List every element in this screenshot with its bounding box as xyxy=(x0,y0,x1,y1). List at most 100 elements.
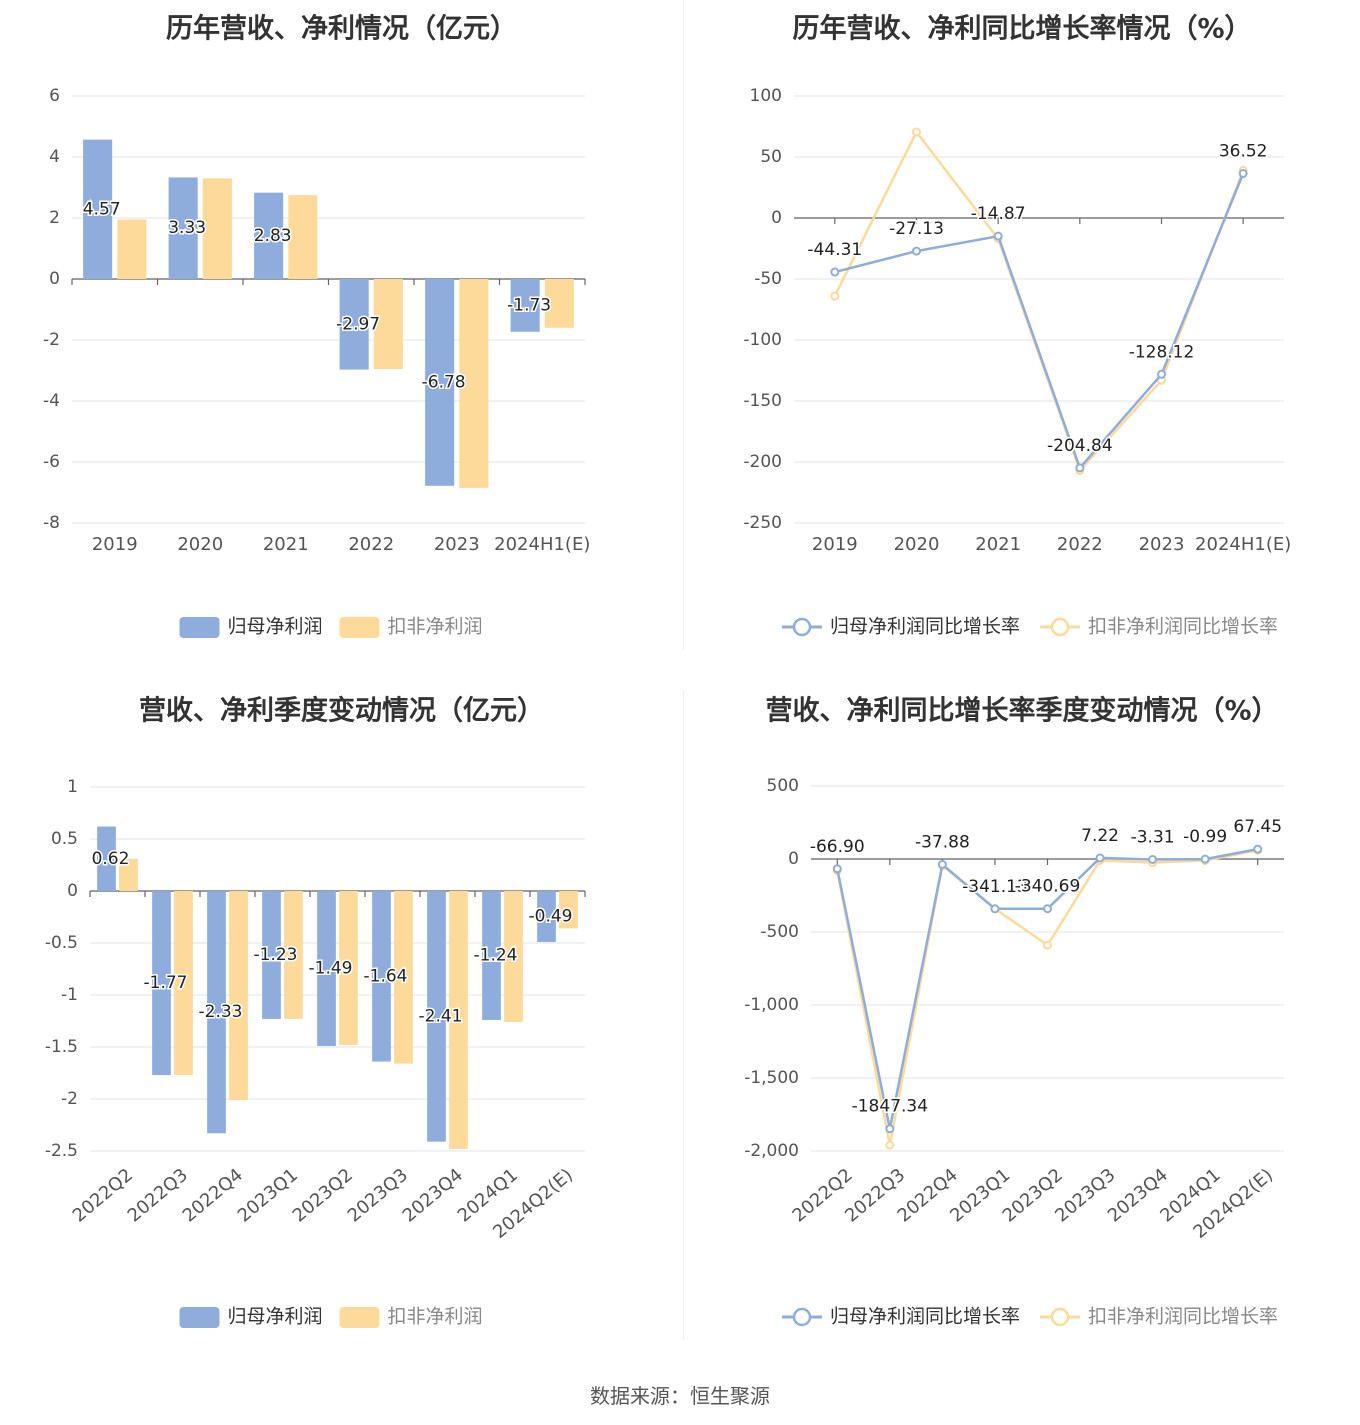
legend-marker xyxy=(1050,617,1070,637)
x-category-label: 2023Q4 xyxy=(399,1165,467,1227)
bar-parent-net-profit xyxy=(537,891,556,942)
bar-deducted-net-profit xyxy=(394,891,413,1064)
point-parent-growth xyxy=(993,231,1003,241)
bar-data-label: -6.78 xyxy=(422,372,466,392)
y-tick-label: -2 xyxy=(61,1089,78,1109)
line-data-label: -14.87 xyxy=(971,204,1026,224)
x-category-label: 2020 xyxy=(177,534,223,555)
bar-parent-net-profit xyxy=(372,891,391,1062)
legend-label: 归母净利润同比增长率 xyxy=(830,1306,1020,1328)
bar-deducted-net-profit xyxy=(459,279,489,488)
point-parent-growth xyxy=(990,904,1000,914)
data-source-value: 恒生聚源 xyxy=(690,1384,770,1408)
point-parent-growth xyxy=(1043,904,1052,914)
y-tick-label: -200 xyxy=(743,452,782,472)
bar-data-label: -2.41 xyxy=(419,1006,463,1026)
bar-data-label: -2.33 xyxy=(199,1002,243,1022)
y-tick-label: 50 xyxy=(760,147,782,167)
legend-label: 归母净利润同比增长率 xyxy=(830,616,1020,638)
bar-deducted-net-profit xyxy=(373,279,403,369)
line-data-label: -1847.34 xyxy=(852,1097,928,1117)
bar-deducted-net-profit xyxy=(544,279,574,328)
data-source-label: 数据来源： xyxy=(590,1384,690,1408)
bar-deducted-net-profit xyxy=(119,858,138,891)
bar-parent-net-profit xyxy=(168,177,198,279)
legend-label: 扣非净利润 xyxy=(388,616,483,638)
point-parent-growth xyxy=(1095,853,1105,863)
line-data-label: -204.84 xyxy=(1047,436,1113,456)
y-tick-label: -1,500 xyxy=(744,1068,799,1088)
point-parent-growth xyxy=(832,864,842,874)
x-category-label: 2023Q1 xyxy=(234,1165,302,1227)
y-tick-label: -2 xyxy=(43,330,60,350)
chart-title: 历年营收、净利同比增长率情况（%） xyxy=(792,13,1251,45)
vertical-divider-bottom xyxy=(683,690,684,1340)
x-category-label: 2023 xyxy=(434,534,480,555)
bar-data-label: 2.83 xyxy=(254,226,292,246)
legend-swatch xyxy=(179,1307,220,1328)
point-parent-growth xyxy=(937,860,947,870)
y-tick-label: 0 xyxy=(67,881,78,901)
y-tick-label: -50 xyxy=(754,269,782,289)
bar-data-label: 4.57 xyxy=(83,199,121,219)
x-category-label: 2021 xyxy=(263,534,309,555)
line-data-label: 7.22 xyxy=(1081,826,1119,846)
line-data-label: -341.13 xyxy=(962,877,1028,897)
y-tick-label: 1 xyxy=(67,777,78,797)
line-data-label: 36.52 xyxy=(1219,141,1268,161)
chart-quarterly-growth: 营收、净利同比增长率季度变动情况（%） 500 0 -500 -1,000 -1,500 -… xyxy=(684,680,1360,1360)
x-category-label: 2022Q4 xyxy=(179,1165,247,1227)
y-tick-label: 0 xyxy=(788,849,799,869)
line-parent-growth xyxy=(834,172,1245,471)
bar-data-label: -1.77 xyxy=(144,973,188,993)
y-tick-label: 0 xyxy=(49,269,60,289)
bar-parent-net-profit xyxy=(83,139,113,279)
y-tick-label: -1.5 xyxy=(45,1037,78,1057)
line-data-label: -340.69 xyxy=(1015,877,1081,897)
chart-title: 营收、净利同比增长率季度变动情况（%） xyxy=(765,695,1278,727)
bar-data-label: -1.24 xyxy=(474,945,518,965)
chart-annual-profit: 历年营收、净利情况（亿元） 6 4 2 0 -2 -4 -6 -8 2019 2020 2021 202… xyxy=(0,0,683,660)
data-source-footer: 数据来源：恒生聚源 xyxy=(0,1380,1360,1409)
chart-annual-growth: 历年营收、净利同比增长率情况（%） 100 50 0 -50 -100 -150 -200 -2… xyxy=(684,0,1360,660)
y-tick-label: -2.5 xyxy=(45,1141,78,1161)
y-tick-label: -1,000 xyxy=(744,995,799,1015)
legend-label: 归母净利润 xyxy=(228,616,323,638)
chart-title: 历年营收、净利情况（亿元） xyxy=(166,13,517,45)
y-tick-label: 0 xyxy=(771,208,782,228)
bar-data-label: -1.73 xyxy=(507,295,551,315)
bar-data-label: -0.49 xyxy=(529,906,573,926)
y-tick-label: -250 xyxy=(743,513,782,533)
x-category-label: 2022 xyxy=(1057,534,1103,555)
x-category-label: 2021 xyxy=(975,534,1021,555)
bar-parent-net-profit xyxy=(262,891,281,1019)
legend-label: 扣非净利润同比增长率 xyxy=(1088,1306,1278,1328)
legend-swatch xyxy=(339,617,380,638)
bar-parent-net-profit xyxy=(207,891,226,1134)
line-data-label: -27.13 xyxy=(889,219,944,239)
y-tick-label: -4 xyxy=(43,391,60,411)
y-tick-label: -100 xyxy=(743,330,782,350)
x-category-label: 2022Q2 xyxy=(69,1165,137,1227)
point-parent-growth xyxy=(1200,854,1210,864)
legend-label: 归母净利润 xyxy=(228,1306,323,1328)
point-deducted-growth xyxy=(1043,940,1052,950)
y-tick-label: 2 xyxy=(49,208,60,228)
point-deducted-growth xyxy=(885,1140,895,1150)
bar-data-label: -1.23 xyxy=(254,945,298,965)
bar-parent-net-profit xyxy=(510,279,540,332)
bar-deducted-net-profit xyxy=(229,891,248,1101)
bar-parent-net-profit xyxy=(97,826,116,891)
y-tick-label: -6 xyxy=(43,452,60,472)
point-deducted-growth xyxy=(912,127,921,137)
y-tick-label: -150 xyxy=(743,391,782,411)
line-data-label: -66.90 xyxy=(810,837,865,857)
x-category-label: 2023 xyxy=(1139,534,1185,555)
legend-label: 扣非净利润 xyxy=(388,1306,483,1328)
y-tick-label: 4 xyxy=(49,147,60,167)
chart-quarterly-profit: 营收、净利季度变动情况（亿元） 1 0.5 0 -0.5 -1 -1.5 -2 -2.5 2022… xyxy=(0,680,683,1360)
legend-marker xyxy=(1050,1307,1070,1327)
point-parent-growth xyxy=(1075,463,1085,473)
bar-deducted-net-profit xyxy=(174,891,193,1076)
point-deducted-growth xyxy=(830,291,840,301)
